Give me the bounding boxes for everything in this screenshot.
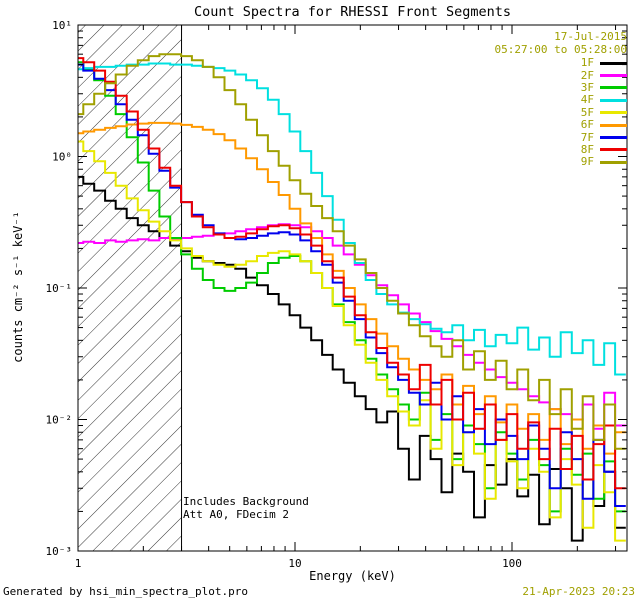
y-axis-label: counts cm⁻² s⁻¹ keV⁻¹ xyxy=(11,211,25,363)
legend-label: 2F xyxy=(580,68,594,82)
legend-entry-4F: 4F xyxy=(581,94,627,106)
legend-color-swatch xyxy=(600,123,627,127)
legend-color-swatch xyxy=(600,86,627,90)
note-attenuator-decimation: Att A0, FDecim 2 xyxy=(183,508,289,521)
series-4F xyxy=(78,62,626,376)
legend-entry-1F: 1F xyxy=(581,57,627,69)
legend-entry-8F: 8F xyxy=(580,142,627,156)
legend-label: 6F xyxy=(580,118,594,132)
y-tick-label: 10⁻³ xyxy=(46,545,73,558)
series-9F xyxy=(78,53,626,450)
series-5F xyxy=(78,140,626,542)
hatched-low-energy-region xyxy=(78,25,182,551)
y-tick-label: 10⁻² xyxy=(46,414,73,427)
legend-entry-7F: 7F xyxy=(581,131,627,143)
legend-entry-2F: 2F xyxy=(581,69,627,81)
series-legend: 1F 2F 3F 4F 5F 6F 7F 8F 9F xyxy=(581,57,627,169)
legend-color-swatch xyxy=(600,148,627,152)
legend-entry-5F: 5F xyxy=(580,105,627,119)
legend-color-swatch xyxy=(600,98,627,102)
y-tick-label: 10⁻¹ xyxy=(46,282,73,295)
observation-time-range: 05:27:00 to 05:28:00 xyxy=(494,43,627,56)
legend-color-swatch xyxy=(600,61,627,65)
note-includes-background: Includes Background xyxy=(183,495,309,508)
legend-label: 8F xyxy=(580,142,594,156)
y-tick-label: 10⁰ xyxy=(52,151,72,164)
series-7F xyxy=(78,63,626,507)
legend-color-swatch xyxy=(600,160,627,164)
legend-color-swatch xyxy=(600,136,627,140)
legend-label: 1F xyxy=(580,56,594,70)
x-tick-label: 10 xyxy=(288,557,301,570)
x-tick-label: 1 xyxy=(75,557,82,570)
legend-color-swatch xyxy=(600,111,627,115)
legend-entry-9F: 9F xyxy=(581,156,627,168)
observation-date: 17-Jul-2015 xyxy=(554,30,627,43)
series-2F xyxy=(78,223,626,430)
legend-entry-6F: 6F xyxy=(581,119,627,131)
legend-entry-3F: 3F xyxy=(580,80,627,94)
chart-title: Count Spectra for RHESSI Front Segments xyxy=(194,4,511,20)
y-tick-label: 10¹ xyxy=(52,19,72,32)
legend-label: 7F xyxy=(580,130,594,144)
legend-label: 4F xyxy=(580,93,594,107)
generator-credit: Generated by hsi_min_spectra_plot.pro xyxy=(3,585,249,598)
series-3F xyxy=(78,61,626,513)
legend-label: 5F xyxy=(580,105,594,119)
series-group xyxy=(78,53,626,542)
x-tick-label: 100 xyxy=(502,557,522,570)
legend-label: 9F xyxy=(580,155,594,169)
series-6F xyxy=(78,121,626,455)
series-8F xyxy=(78,57,626,490)
plot-generation-timestamp: 21-Apr-2023 20:23 xyxy=(522,585,635,598)
legend-label: 3F xyxy=(580,80,594,94)
x-axis-label: Energy (keV) xyxy=(309,569,396,583)
legend-color-swatch xyxy=(600,74,627,78)
